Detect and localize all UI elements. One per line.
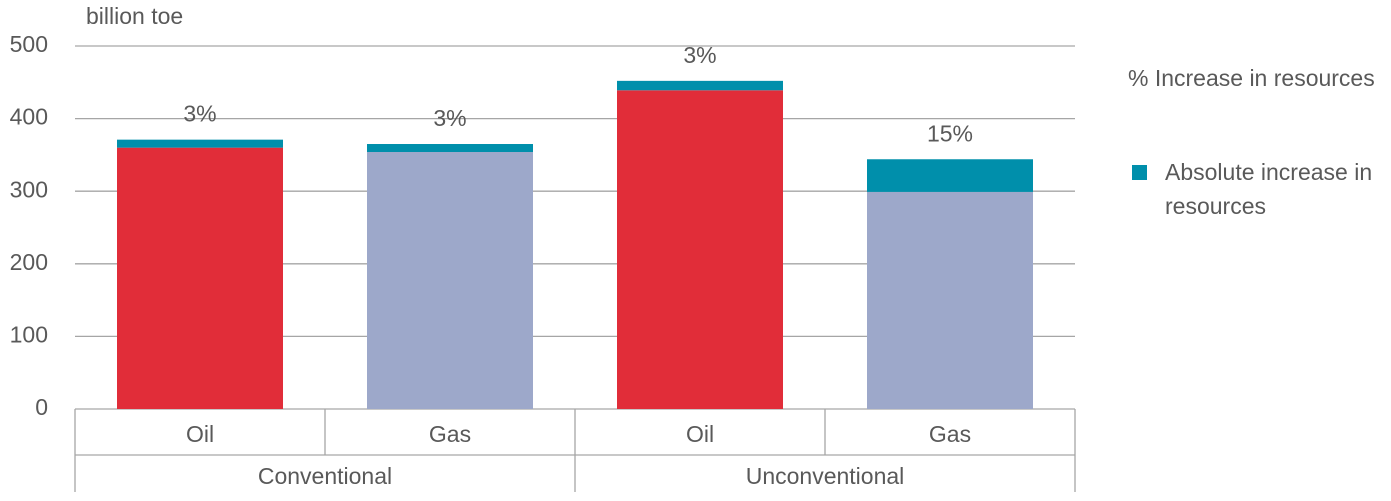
bar-segment [117,147,283,409]
legend-swatch [1132,165,1147,180]
bar-segment [617,80,783,91]
data-label: 3% [433,105,466,131]
y-tick-label: 100 [10,321,48,347]
data-label: 3% [183,101,216,127]
bar-segment [867,191,1033,409]
y-axis-label: billion toe [86,3,183,29]
legend-label: Absolute increase in resources [1165,159,1373,219]
y-tick-label: 400 [10,104,48,130]
data-label: 3% [683,42,716,68]
group-label: Unconventional [746,463,905,489]
bar-segment [367,144,533,152]
x-tick-label: Oil [186,421,214,447]
x-tick-label: Gas [429,421,471,447]
y-tick-label: 300 [10,176,48,202]
data-label: 15% [927,120,973,146]
x-tick-label: Gas [929,421,971,447]
bar-segment [117,139,283,148]
bar-segment [617,90,783,409]
bar-segment [867,159,1033,192]
bar-segment [367,151,533,409]
group-label: Conventional [258,463,392,489]
y-tick-label: 200 [10,249,48,275]
x-tick-label: Oil [686,421,714,447]
y-tick-label: 500 [10,31,48,57]
legend-label: % Increase in resources [1128,65,1375,91]
y-tick-label: 0 [35,394,48,420]
